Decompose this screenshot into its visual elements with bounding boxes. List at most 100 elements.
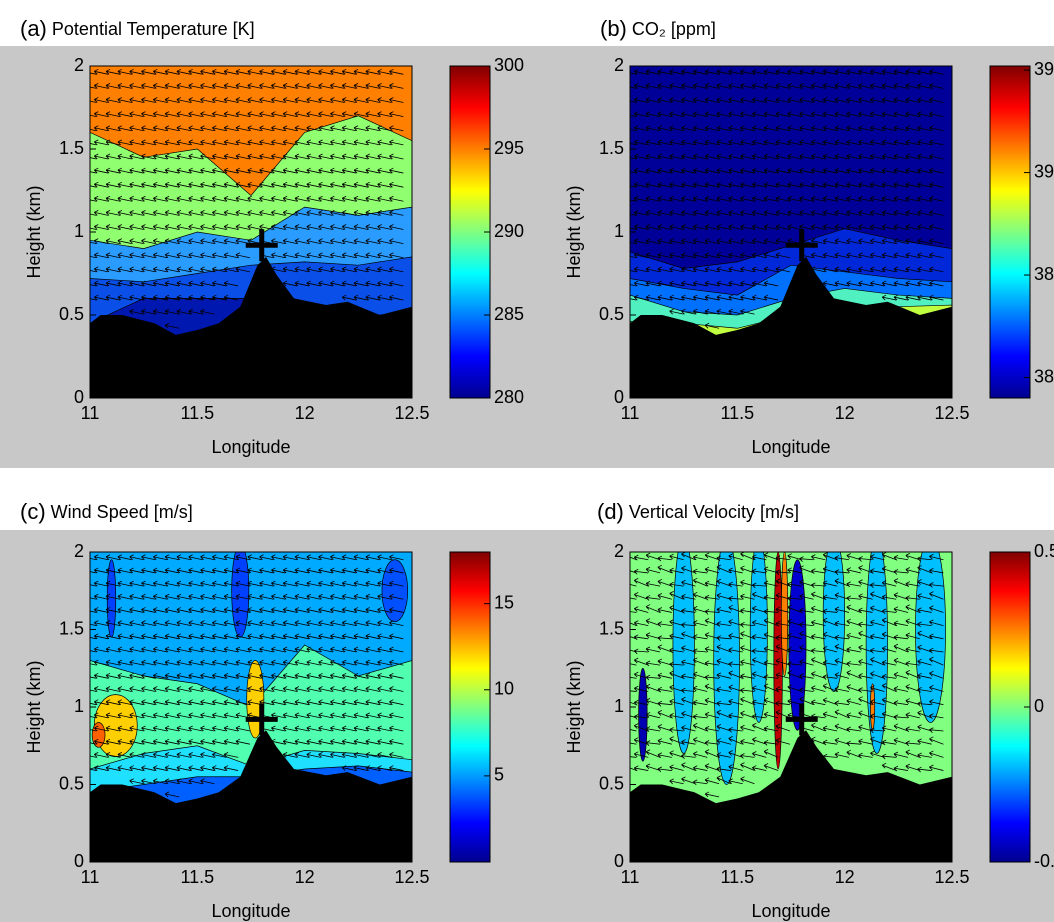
wind-arrow bbox=[681, 739, 696, 745]
wind-arrow bbox=[846, 646, 861, 653]
wind-arrow bbox=[353, 280, 369, 287]
wind-arrow bbox=[893, 210, 909, 216]
wind-arrow bbox=[306, 224, 321, 230]
wind-arrow bbox=[365, 567, 380, 574]
wind-arrow bbox=[630, 199, 637, 202]
wind-arrow bbox=[318, 139, 333, 146]
wind-arrow bbox=[811, 111, 826, 118]
wind-arrow bbox=[389, 294, 404, 301]
wind-arrow bbox=[657, 280, 672, 287]
wind-arrow bbox=[630, 128, 637, 132]
wind-arrow bbox=[881, 617, 897, 626]
wind-arrow bbox=[188, 672, 203, 679]
colorbar bbox=[449, 551, 491, 863]
wind-arrow bbox=[858, 83, 873, 89]
wind-arrow bbox=[846, 280, 861, 287]
wind-arrow bbox=[330, 167, 345, 174]
wind-arrow bbox=[93, 672, 109, 679]
wind-arrow bbox=[271, 607, 286, 613]
wind-arrow bbox=[846, 632, 861, 640]
wind-arrow bbox=[917, 266, 932, 273]
wind-arrow bbox=[235, 646, 251, 653]
wind-arrow bbox=[870, 685, 885, 692]
wind-arrow bbox=[152, 752, 168, 758]
wind-arrow bbox=[870, 750, 885, 758]
wind-arrow bbox=[90, 128, 97, 132]
wind-arrow bbox=[282, 725, 298, 732]
wind-arrow bbox=[341, 224, 357, 230]
wind-arrow bbox=[377, 738, 392, 745]
wind-arrow bbox=[212, 633, 227, 640]
wind-arrow bbox=[787, 167, 802, 174]
wind-arrow bbox=[881, 224, 897, 230]
wind-arrow bbox=[645, 167, 661, 174]
wind-arrow bbox=[834, 723, 850, 732]
wind-arrow bbox=[105, 567, 121, 574]
wind-arrow bbox=[164, 607, 180, 613]
wind-arrow bbox=[834, 153, 850, 160]
wind-arrow bbox=[917, 593, 932, 600]
wind-arrow bbox=[929, 139, 944, 146]
wind-arrow bbox=[681, 181, 696, 188]
wind-arrow bbox=[353, 672, 369, 679]
wind-arrow bbox=[834, 700, 850, 707]
wind-arrow bbox=[247, 633, 262, 640]
wind-arrow bbox=[105, 210, 121, 216]
wind-arrow bbox=[657, 710, 673, 719]
wind-arrow bbox=[212, 83, 227, 89]
wind-arrow bbox=[858, 593, 873, 600]
wind-arrow bbox=[633, 685, 649, 692]
wind-arrow bbox=[645, 683, 661, 692]
wind-arrow bbox=[141, 139, 156, 146]
wind-arrow bbox=[200, 280, 215, 287]
wind-arrow bbox=[141, 167, 156, 174]
wind-arrow bbox=[129, 210, 144, 216]
wind-arrow bbox=[763, 210, 779, 216]
wind-arrow bbox=[633, 195, 649, 202]
wind-arrow bbox=[681, 167, 696, 174]
wind-arrow bbox=[141, 111, 156, 118]
wind-arrow bbox=[318, 712, 333, 719]
wind-arrow bbox=[630, 767, 637, 771]
wind-arrow bbox=[259, 593, 274, 600]
wind-arrow bbox=[799, 621, 814, 628]
wind-arrow bbox=[870, 605, 885, 613]
wind-arrow bbox=[716, 210, 731, 216]
wind-arrow bbox=[235, 672, 251, 679]
wind-arrow bbox=[306, 646, 321, 653]
wind-arrow bbox=[164, 167, 180, 174]
wind-arrow bbox=[117, 111, 132, 118]
wind-arrow bbox=[377, 633, 392, 640]
wind-arrow bbox=[141, 659, 156, 666]
wind-arrow bbox=[846, 111, 861, 118]
colorbar-tick-label: 0.5 bbox=[1034, 541, 1054, 561]
wind-arrow bbox=[152, 224, 168, 230]
wind-arrow bbox=[90, 557, 97, 561]
wind-arrow bbox=[752, 736, 767, 745]
colorbar-tick-label: 395 bbox=[1034, 59, 1054, 79]
wind-arrow bbox=[235, 580, 251, 587]
wind-arrow bbox=[669, 294, 684, 301]
wind-arrow bbox=[212, 294, 227, 301]
wind-arrow bbox=[141, 308, 156, 315]
wind-arrow bbox=[905, 552, 920, 561]
wind-arrow bbox=[692, 620, 708, 627]
wind-arrow bbox=[294, 567, 310, 574]
wind-arrow bbox=[881, 659, 897, 666]
wind-arrow bbox=[822, 594, 838, 601]
wind-arrow bbox=[893, 643, 909, 653]
wind-arrow bbox=[353, 646, 369, 653]
wind-arrow bbox=[905, 581, 920, 587]
wind-arrow bbox=[129, 593, 144, 600]
wind-arrow bbox=[858, 696, 873, 706]
wind-arrow bbox=[318, 672, 333, 679]
wind-arrow bbox=[822, 153, 838, 160]
wind-arrow bbox=[645, 660, 661, 667]
wind-arrow bbox=[846, 139, 861, 146]
wind-arrow bbox=[633, 280, 649, 287]
wind-arrow bbox=[330, 712, 345, 719]
wind-arrow bbox=[893, 238, 909, 245]
wind-arrow bbox=[811, 83, 826, 89]
wind-arrow bbox=[881, 580, 897, 587]
